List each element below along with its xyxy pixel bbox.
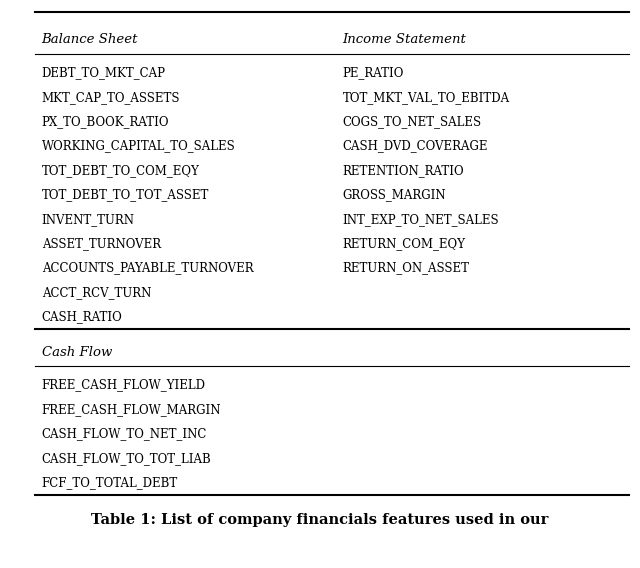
Text: RETURN_COM_EQY: RETURN_COM_EQY: [342, 237, 465, 250]
Text: DEBT_TO_MKT_CAP: DEBT_TO_MKT_CAP: [42, 66, 166, 79]
Text: COGS_TO_NET_SALES: COGS_TO_NET_SALES: [342, 115, 481, 128]
Text: ACCOUNTS_PAYABLE_TURNOVER: ACCOUNTS_PAYABLE_TURNOVER: [42, 262, 253, 274]
Text: INT_EXP_TO_NET_SALES: INT_EXP_TO_NET_SALES: [342, 213, 499, 225]
Text: CASH_FLOW_TO_TOT_LIAB: CASH_FLOW_TO_TOT_LIAB: [42, 452, 211, 465]
Text: ASSET_TURNOVER: ASSET_TURNOVER: [42, 237, 161, 250]
Text: CASH_FLOW_TO_NET_INC: CASH_FLOW_TO_NET_INC: [42, 428, 207, 440]
Text: MKT_CAP_TO_ASSETS: MKT_CAP_TO_ASSETS: [42, 91, 180, 103]
Text: Cash Flow: Cash Flow: [42, 346, 112, 358]
Text: FREE_CASH_FLOW_MARGIN: FREE_CASH_FLOW_MARGIN: [42, 403, 221, 416]
Text: RETENTION_RATIO: RETENTION_RATIO: [342, 164, 464, 177]
Text: RETURN_ON_ASSET: RETURN_ON_ASSET: [342, 262, 469, 274]
Text: CASH_RATIO: CASH_RATIO: [42, 311, 122, 323]
Text: FREE_CASH_FLOW_YIELD: FREE_CASH_FLOW_YIELD: [42, 379, 205, 391]
Text: CASH_DVD_COVERAGE: CASH_DVD_COVERAGE: [342, 140, 488, 152]
Text: PE_RATIO: PE_RATIO: [342, 66, 404, 79]
Text: PX_TO_BOOK_RATIO: PX_TO_BOOK_RATIO: [42, 115, 169, 128]
Text: FCF_TO_TOTAL_DEBT: FCF_TO_TOTAL_DEBT: [42, 477, 178, 489]
Text: Balance Sheet: Balance Sheet: [42, 34, 138, 46]
Text: TOT_MKT_VAL_TO_EBITDA: TOT_MKT_VAL_TO_EBITDA: [342, 91, 509, 103]
Text: TOT_DEBT_TO_COM_EQY: TOT_DEBT_TO_COM_EQY: [42, 164, 200, 177]
Text: Table 1: List of company financials features used in our: Table 1: List of company financials feat…: [92, 513, 548, 528]
Text: Income Statement: Income Statement: [342, 34, 467, 46]
Text: INVENT_TURN: INVENT_TURN: [42, 213, 134, 225]
Text: TOT_DEBT_TO_TOT_ASSET: TOT_DEBT_TO_TOT_ASSET: [42, 189, 209, 201]
Text: WORKING_CAPITAL_TO_SALES: WORKING_CAPITAL_TO_SALES: [42, 140, 236, 152]
Text: ACCT_RCV_TURN: ACCT_RCV_TURN: [42, 286, 151, 299]
Text: GROSS_MARGIN: GROSS_MARGIN: [342, 189, 446, 201]
